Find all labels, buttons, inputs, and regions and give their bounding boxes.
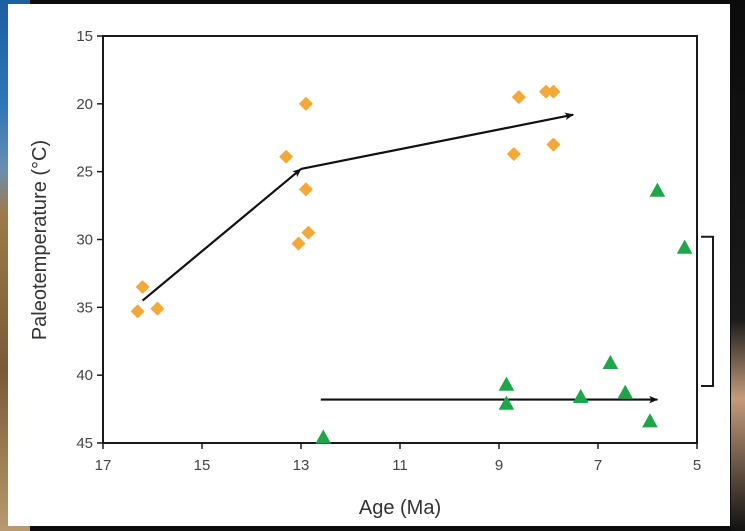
data-point-diamond bbox=[150, 301, 165, 316]
x-tick-label: 5 bbox=[693, 457, 701, 474]
y-tick-label: 15 bbox=[76, 28, 93, 45]
data-point-diamond bbox=[130, 304, 145, 319]
plot-area-frame bbox=[102, 35, 698, 444]
data-point-diamond bbox=[279, 149, 293, 164]
annotations-layer bbox=[141, 112, 714, 404]
chart-panel: 17 15 13 11 9 7 5 15 20 25 30 35 40 45 Age (Ma) Pale… bbox=[8, 4, 730, 526]
y-axis-ticks: 15 20 25 30 35 40 45 bbox=[76, 28, 103, 452]
data-point-diamond bbox=[546, 137, 561, 152]
y-tick-label: 25 bbox=[76, 164, 93, 181]
data-point-triangle bbox=[617, 384, 634, 399]
y-axis-label: Paleotemperature (°C) bbox=[29, 140, 51, 340]
data-point-triangle bbox=[572, 388, 589, 403]
scatter-chart: 17 15 13 11 9 7 5 15 20 25 30 35 40 45 Age (Ma) Pale… bbox=[29, 28, 714, 519]
x-tick-label: 17 bbox=[95, 457, 112, 474]
y-tick-label: 40 bbox=[76, 367, 93, 384]
data-point-triangle bbox=[498, 376, 515, 391]
data-point-triangle bbox=[602, 354, 619, 370]
data-point-triangle bbox=[642, 413, 658, 428]
data-point-diamond bbox=[299, 182, 313, 197]
y-tick-label: 45 bbox=[76, 435, 93, 452]
data-point-diamond bbox=[291, 236, 306, 251]
range-bracket bbox=[701, 235, 714, 388]
y-tick-label: 35 bbox=[76, 299, 93, 316]
data-point-triangle bbox=[498, 395, 515, 410]
y-tick-label: 30 bbox=[76, 232, 93, 249]
data-point-diamond bbox=[507, 147, 521, 161]
x-tick-label: 13 bbox=[293, 457, 310, 474]
trend-arrow-1 bbox=[141, 168, 302, 302]
data-point-diamond bbox=[299, 97, 313, 111]
trend-arrow-2 bbox=[300, 112, 574, 171]
x-tick-label: 15 bbox=[194, 457, 211, 474]
data-point-diamond bbox=[301, 225, 316, 240]
x-tick-label: 9 bbox=[495, 457, 503, 474]
x-tick-label: 11 bbox=[392, 457, 408, 474]
x-tick-label: 7 bbox=[594, 457, 602, 474]
data-point-triangle bbox=[676, 239, 693, 254]
background-edge-strip bbox=[731, 0, 745, 531]
x-axis-label: Age (Ma) bbox=[359, 497, 441, 519]
data-point-diamond bbox=[546, 84, 561, 99]
y-tick-label: 20 bbox=[76, 96, 93, 113]
data-marks bbox=[130, 84, 693, 444]
data-point-diamond bbox=[135, 280, 150, 294]
data-point-diamond bbox=[512, 90, 526, 104]
x-axis-ticks: 17 15 13 11 9 7 5 bbox=[95, 443, 701, 474]
data-point-triangle bbox=[649, 182, 666, 197]
data-point-triangle bbox=[315, 429, 332, 444]
